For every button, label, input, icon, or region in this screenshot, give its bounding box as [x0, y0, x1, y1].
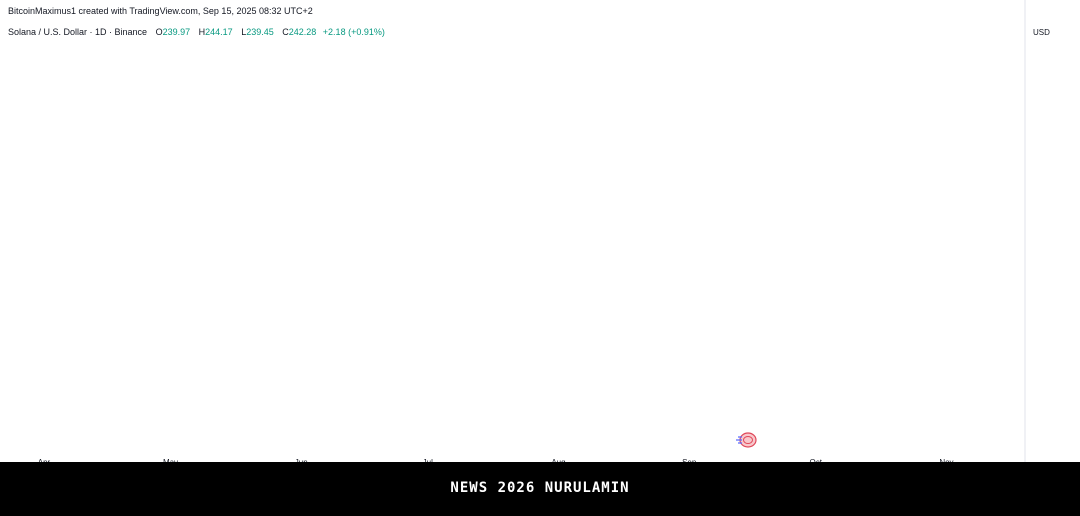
- candlestick-chart[interactable]: 1231234512345 USD400.00360.00320.00280.0…: [0, 0, 1080, 467]
- high-value: 244.17: [205, 27, 233, 37]
- symbol-info: Solana / U.S. Dollar · 1D · Binance O239…: [8, 27, 385, 37]
- symbol-name: Solana / U.S. Dollar · 1D · Binance: [8, 27, 148, 37]
- currency-label: USD: [1033, 28, 1050, 37]
- open-label: O: [155, 27, 163, 37]
- close-label: C: [282, 27, 289, 37]
- high-label: H: [198, 27, 206, 37]
- chart-area[interactable]: 1231234512345 USD400.00360.00320.00280.0…: [0, 0, 1080, 467]
- change-value: +2.18 (+0.91%): [322, 27, 385, 37]
- news-banner: NEWS 2026 NURULAMIN: [0, 462, 1080, 516]
- low-label: L: [241, 27, 247, 37]
- price-axis-bg: [1025, 0, 1080, 462]
- close-value: 242.28: [288, 27, 317, 37]
- banner-text: NEWS 2026 NURULAMIN: [450, 480, 630, 496]
- tradingview-logo-icon: [736, 432, 757, 448]
- low-value: 239.45: [246, 27, 274, 37]
- open-value: 239.97: [162, 27, 191, 37]
- chart-credit: BitcoinMaximus1 created with TradingView…: [8, 6, 313, 16]
